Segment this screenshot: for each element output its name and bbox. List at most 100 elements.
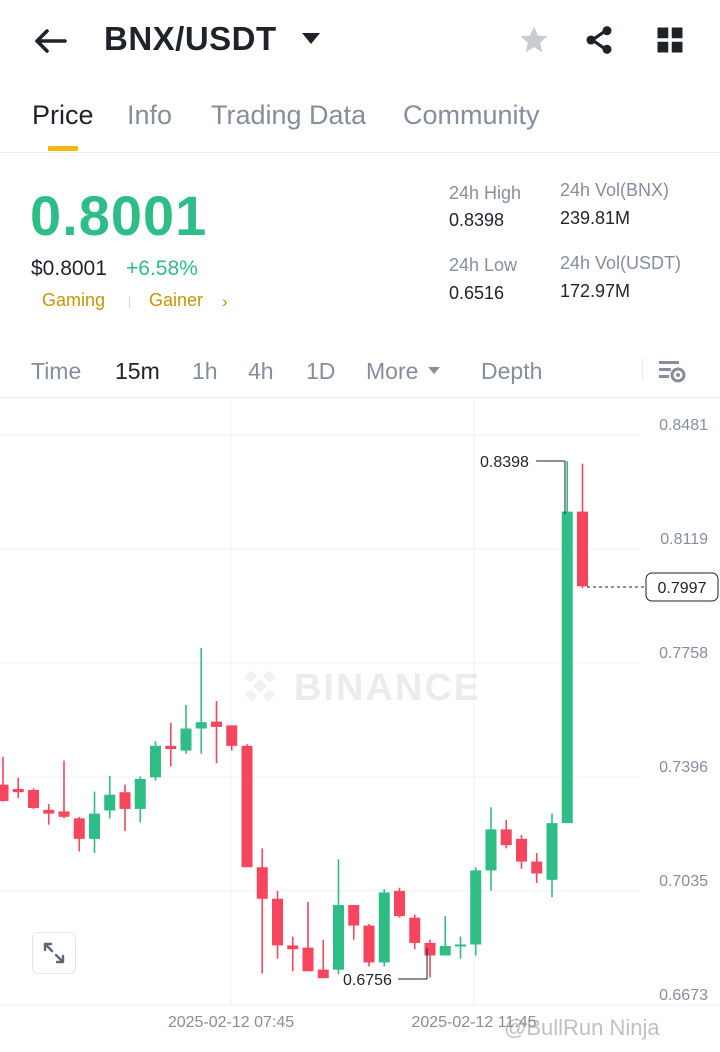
tab-info[interactable]: Info [127,100,173,130]
expand-icon [43,942,65,964]
candle-down [256,848,268,974]
candle-down [119,784,131,831]
stat-vol-base-value: 239.81M [560,208,631,228]
stat-high-value: 0.8398 [449,210,505,230]
expand-chart-button[interactable] [32,932,76,974]
tag-divider [129,296,130,308]
price-chart[interactable]: BINANCE 0.8481 0.8119 0.7758 0.7396 0.70… [0,400,720,1052]
candle-body [577,511,588,587]
current-price-box [645,572,719,602]
interval-15m[interactable]: 15m [115,358,160,384]
interval-1d[interactable]: 1D [306,358,336,384]
section-tabs: Price Info Trading Data Community [0,96,720,153]
candle-body [378,892,390,963]
pair-title[interactable]: BNX/USDT [104,20,277,57]
interval-more[interactable]: More [366,358,419,384]
stat-vol-base-label: 24h Vol(BNX) [560,180,670,200]
candle-body [104,794,116,811]
candle-up [180,704,192,754]
y-tick-label: 0.7396 [659,759,708,776]
chart-watermark: BINANCE [294,667,481,709]
candle-down [241,744,253,868]
candle-up [333,859,344,975]
interval-time[interactable]: Time [31,358,82,384]
high-marker-label: 0.8398 [480,454,529,471]
candle-body [546,823,558,880]
candle-down [531,853,543,883]
candle-body [28,789,39,808]
candle-body [409,917,421,943]
grid-icon [657,27,683,53]
candle-body [363,925,375,963]
candle-up [104,775,116,819]
watermark-credit: @BullRun Ninja [504,1015,660,1040]
caret-down-icon[interactable] [428,367,440,374]
candle-down [500,819,512,849]
favorite-button[interactable] [516,22,552,58]
candle-body [43,809,55,814]
candle-body [394,890,405,917]
candle-body [272,898,283,946]
candle-body [302,947,314,972]
candle-body [470,870,482,945]
star-icon [520,26,548,53]
candle-down [58,760,70,819]
candle-down [43,804,55,825]
interval-1h[interactable]: 1h [192,358,218,384]
share-button[interactable] [581,22,617,58]
candle-body [73,818,85,839]
y-tick-label: 0.6673 [659,987,708,1004]
chart-settings-button[interactable] [656,356,688,386]
y-tick-label: 0.7758 [659,645,708,662]
candle-body [180,728,192,751]
candle-down [272,890,283,959]
candles-layer [0,461,588,979]
stat-low-label: 24h Low [449,255,518,275]
active-tab-indicator [48,146,78,151]
stat-low-value: 0.6516 [449,283,505,303]
x-tick-label: 2025-02-12 11:45 [411,1014,536,1031]
tag-gaming[interactable]: Gaming [42,290,106,310]
menu-grid-button[interactable] [652,22,688,58]
divider [642,358,643,380]
candle-up [378,889,390,967]
interval-depth[interactable]: Depth [481,358,543,384]
candle-up [561,461,573,824]
tab-trading-data[interactable]: Trading Data [211,100,367,130]
tab-price[interactable]: Price [32,100,94,130]
candle-body [317,969,329,979]
pair-dropdown-caret-icon[interactable] [302,33,320,44]
candle-body [531,861,543,874]
candle-body [150,745,161,778]
candle-down [516,835,527,869]
candle-up [546,813,558,898]
back-button[interactable] [30,24,70,58]
candle-body [561,511,573,824]
tag-gainer[interactable]: Gainer [149,290,204,310]
candle-up [485,807,497,891]
candle-down [211,701,222,764]
y-tick-label: 0.8119 [660,531,708,548]
candle-down [394,887,405,918]
low-marker-label: 0.6756 [343,972,392,989]
candle-body [119,792,131,809]
chevron-right-icon[interactable]: › [222,292,228,311]
candle-up [195,648,207,754]
candle-down [424,939,436,978]
y-tick-label: 0.7035 [659,873,708,890]
candle-down [302,901,314,972]
last-price: 0.8001 [30,184,208,247]
arrow-left-icon [35,29,67,53]
candlestick-chart[interactable]: BINANCE 0.8481 0.8119 0.7758 0.7396 0.70… [0,400,720,1052]
interval-4h[interactable]: 4h [248,358,274,384]
candle-down [12,777,24,798]
candle-down [363,923,375,967]
tab-community[interactable]: Community [403,100,540,130]
candle-body [333,905,344,970]
candle-body [211,721,222,727]
candle-down [287,936,299,972]
stat-high-label: 24h High [449,183,522,203]
candle-up [134,776,146,823]
candle-down [409,914,421,950]
candle-body [287,945,299,950]
